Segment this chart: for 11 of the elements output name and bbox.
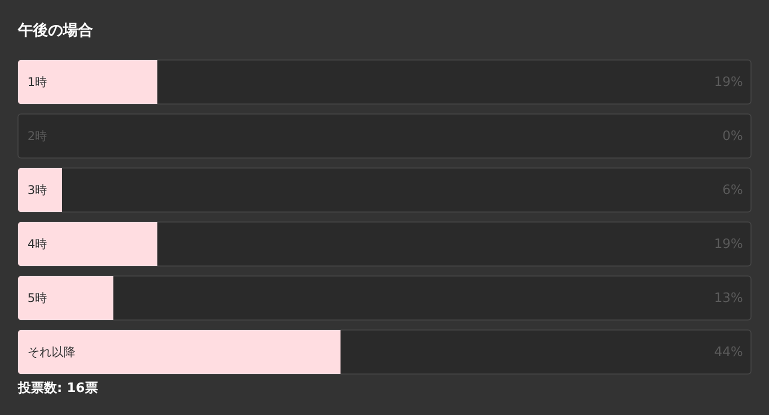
y-tick-label: 3時 <box>28 183 48 197</box>
y-tick-label: 4時 <box>28 237 48 251</box>
bar <box>18 222 158 266</box>
y-tick-label: 5時 <box>28 291 48 305</box>
chart-title: 午後の場合 <box>17 21 93 39</box>
y-tick-label: それ以降 <box>28 345 76 359</box>
y-tick-label: 1時 <box>28 75 48 89</box>
bar <box>18 168 62 212</box>
bar <box>18 60 158 104</box>
bar <box>18 276 114 320</box>
text: 投票数: 16票 <box>18 381 98 397</box>
